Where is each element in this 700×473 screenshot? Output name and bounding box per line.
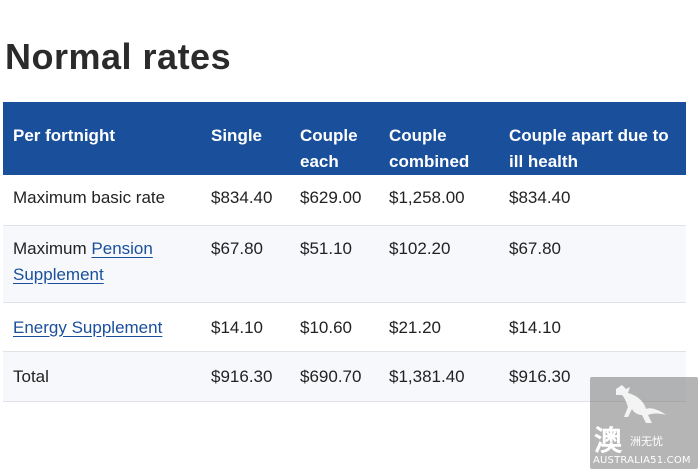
rates-table: Per fortnight Single Couple each Couple … xyxy=(3,102,686,402)
header-couple-combined: Couple combined xyxy=(379,102,499,175)
table-row: Energy Supplement $14.10 $10.60 $21.20 $… xyxy=(3,302,686,352)
row-label: Energy Supplement xyxy=(3,302,201,352)
table-header-row: Per fortnight Single Couple each Couple … xyxy=(3,102,686,175)
kangaroo-icon xyxy=(616,385,666,423)
table-row: Maximum basic rate $834.40 $629.00 $1,25… xyxy=(3,175,686,226)
cell-couple-each: $629.00 xyxy=(290,175,379,226)
cell-couple-combined: $102.20 xyxy=(379,225,499,303)
cell-single: $834.40 xyxy=(201,175,290,226)
cell-couple-each: $690.70 xyxy=(290,351,379,402)
cell-couple-combined: $21.20 xyxy=(379,302,499,352)
watermark-logo: 澳 洲无忧 AUSTRALIA51.COM xyxy=(590,377,698,469)
cell-couple-combined: $1,381.40 xyxy=(379,351,499,402)
cell-couple-each: $51.10 xyxy=(290,225,379,303)
cell-couple-combined: $1,258.00 xyxy=(379,175,499,226)
cell-couple-each: $10.60 xyxy=(290,302,379,352)
pension-supplement-link[interactable]: Pension Supplement xyxy=(13,238,153,284)
header-couple-each: Couple each xyxy=(290,102,379,175)
row-label-prefix: Maximum xyxy=(13,238,92,258)
cell-couple-apart: $834.40 xyxy=(499,175,686,226)
table-row: Maximum Pension Supplement $67.80 $51.10… xyxy=(3,225,686,303)
energy-supplement-link[interactable]: Energy Supplement xyxy=(13,317,163,337)
cell-single: $916.30 xyxy=(201,351,290,402)
watermark-char: 澳 xyxy=(594,424,623,457)
page-title: Normal rates xyxy=(5,36,232,77)
header-couple-apart: Couple apart due to ill health xyxy=(499,102,686,175)
cell-couple-apart: $14.10 xyxy=(499,302,686,352)
header-per-fortnight: Per fortnight xyxy=(3,102,201,175)
watermark-small-text: 洲无忧 xyxy=(630,435,663,448)
cell-single: $67.80 xyxy=(201,225,290,303)
watermark-url: AUSTRALIA51.COM xyxy=(593,455,691,466)
header-single: Single xyxy=(201,102,290,175)
cell-single: $14.10 xyxy=(201,302,290,352)
table-row: Total $916.30 $690.70 $1,381.40 $916.30 xyxy=(3,351,686,402)
row-label: Maximum basic rate xyxy=(3,175,201,226)
cell-couple-apart: $67.80 xyxy=(499,225,686,303)
row-label: Maximum Pension Supplement xyxy=(3,225,201,303)
row-label: Total xyxy=(3,351,201,402)
